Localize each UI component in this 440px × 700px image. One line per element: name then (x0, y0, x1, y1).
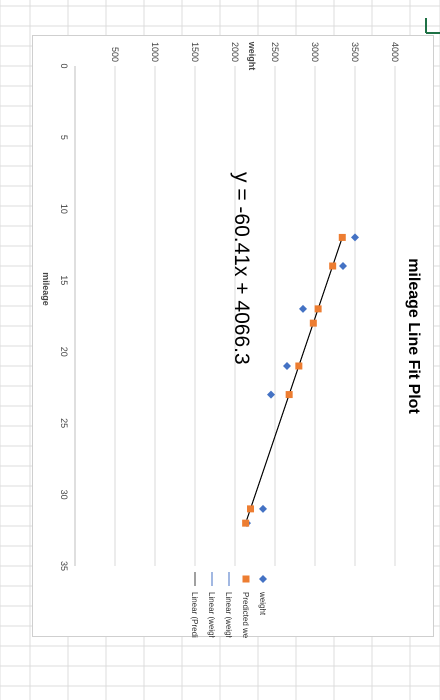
legend-marker-swatch (242, 575, 250, 583)
gridlines (74, 66, 396, 566)
x-tick-label: 20 (59, 347, 69, 357)
y-axis-title: weight (247, 41, 257, 71)
x-tick-label: 10 (59, 204, 69, 214)
weight-point (267, 390, 275, 399)
predicted-weight-point (314, 305, 322, 313)
trendlines (245, 237, 343, 524)
weight-point (299, 304, 307, 313)
weight-point (351, 233, 359, 242)
x-axis-title: mileage (41, 272, 51, 306)
y-tick-labels: 500 1000 1500 2000 2500 3000 3500 4000 (110, 42, 400, 62)
weight-point (259, 504, 267, 513)
y-tick-label: 2500 (270, 42, 280, 62)
y-tick-label: 500 (110, 47, 120, 62)
x-tick-labels: 0 5 10 15 20 25 30 35 (59, 63, 69, 571)
trendline (245, 237, 343, 524)
chart-title: mileage Line Fit Plot (405, 258, 422, 414)
legend-entry: Linear (weight) (207, 592, 216, 638)
y-tick-label: 1000 (150, 42, 160, 62)
weight-point (283, 362, 291, 370)
x-tick-label: 35 (59, 561, 69, 571)
legend-entry: Linear (weight) (224, 592, 233, 638)
x-tick-label: 0 (59, 63, 69, 68)
data-points (242, 233, 359, 528)
predicted-weight-point (309, 319, 317, 327)
predicted-weight-point (338, 233, 346, 241)
x-tick-label: 25 (59, 418, 69, 428)
chart-area[interactable]: 0 5 10 15 20 25 30 35 500 1000 1500 2000 2500 3000 35… (32, 35, 434, 638)
predicted-weight-point (295, 362, 303, 370)
x-tick-label: 5 (59, 135, 69, 140)
y-tick-label: 2000 (230, 42, 240, 62)
predicted-weight-point (242, 519, 250, 527)
x-tick-label: 15 (59, 275, 69, 285)
y-tick-label: 1500 (190, 42, 200, 62)
predicted-weight-point (247, 505, 255, 513)
legend-entry: Linear (Predicted weight) (190, 592, 199, 638)
y-tick-label: 3000 (310, 42, 320, 62)
legend: weight Predicted weight Linear (weight) Lin… (190, 572, 267, 638)
x-tick-label: 30 (59, 490, 69, 500)
trendline-equation: y = -60.41x + 4066.3 (230, 172, 253, 365)
weight-point (339, 262, 347, 270)
predicted-weight-point (285, 391, 293, 399)
predicted-weight-point (329, 262, 337, 270)
legend-entry: Predicted weight (241, 592, 250, 638)
legend-marker-swatch (259, 575, 267, 583)
y-tick-label: 4000 (390, 42, 400, 62)
legend-entry: weight (258, 591, 267, 616)
y-tick-label: 3500 (350, 42, 360, 62)
line-fit-plot: 0 5 10 15 20 25 30 35 500 1000 1500 2000 2500 3000 35… (41, 41, 422, 638)
